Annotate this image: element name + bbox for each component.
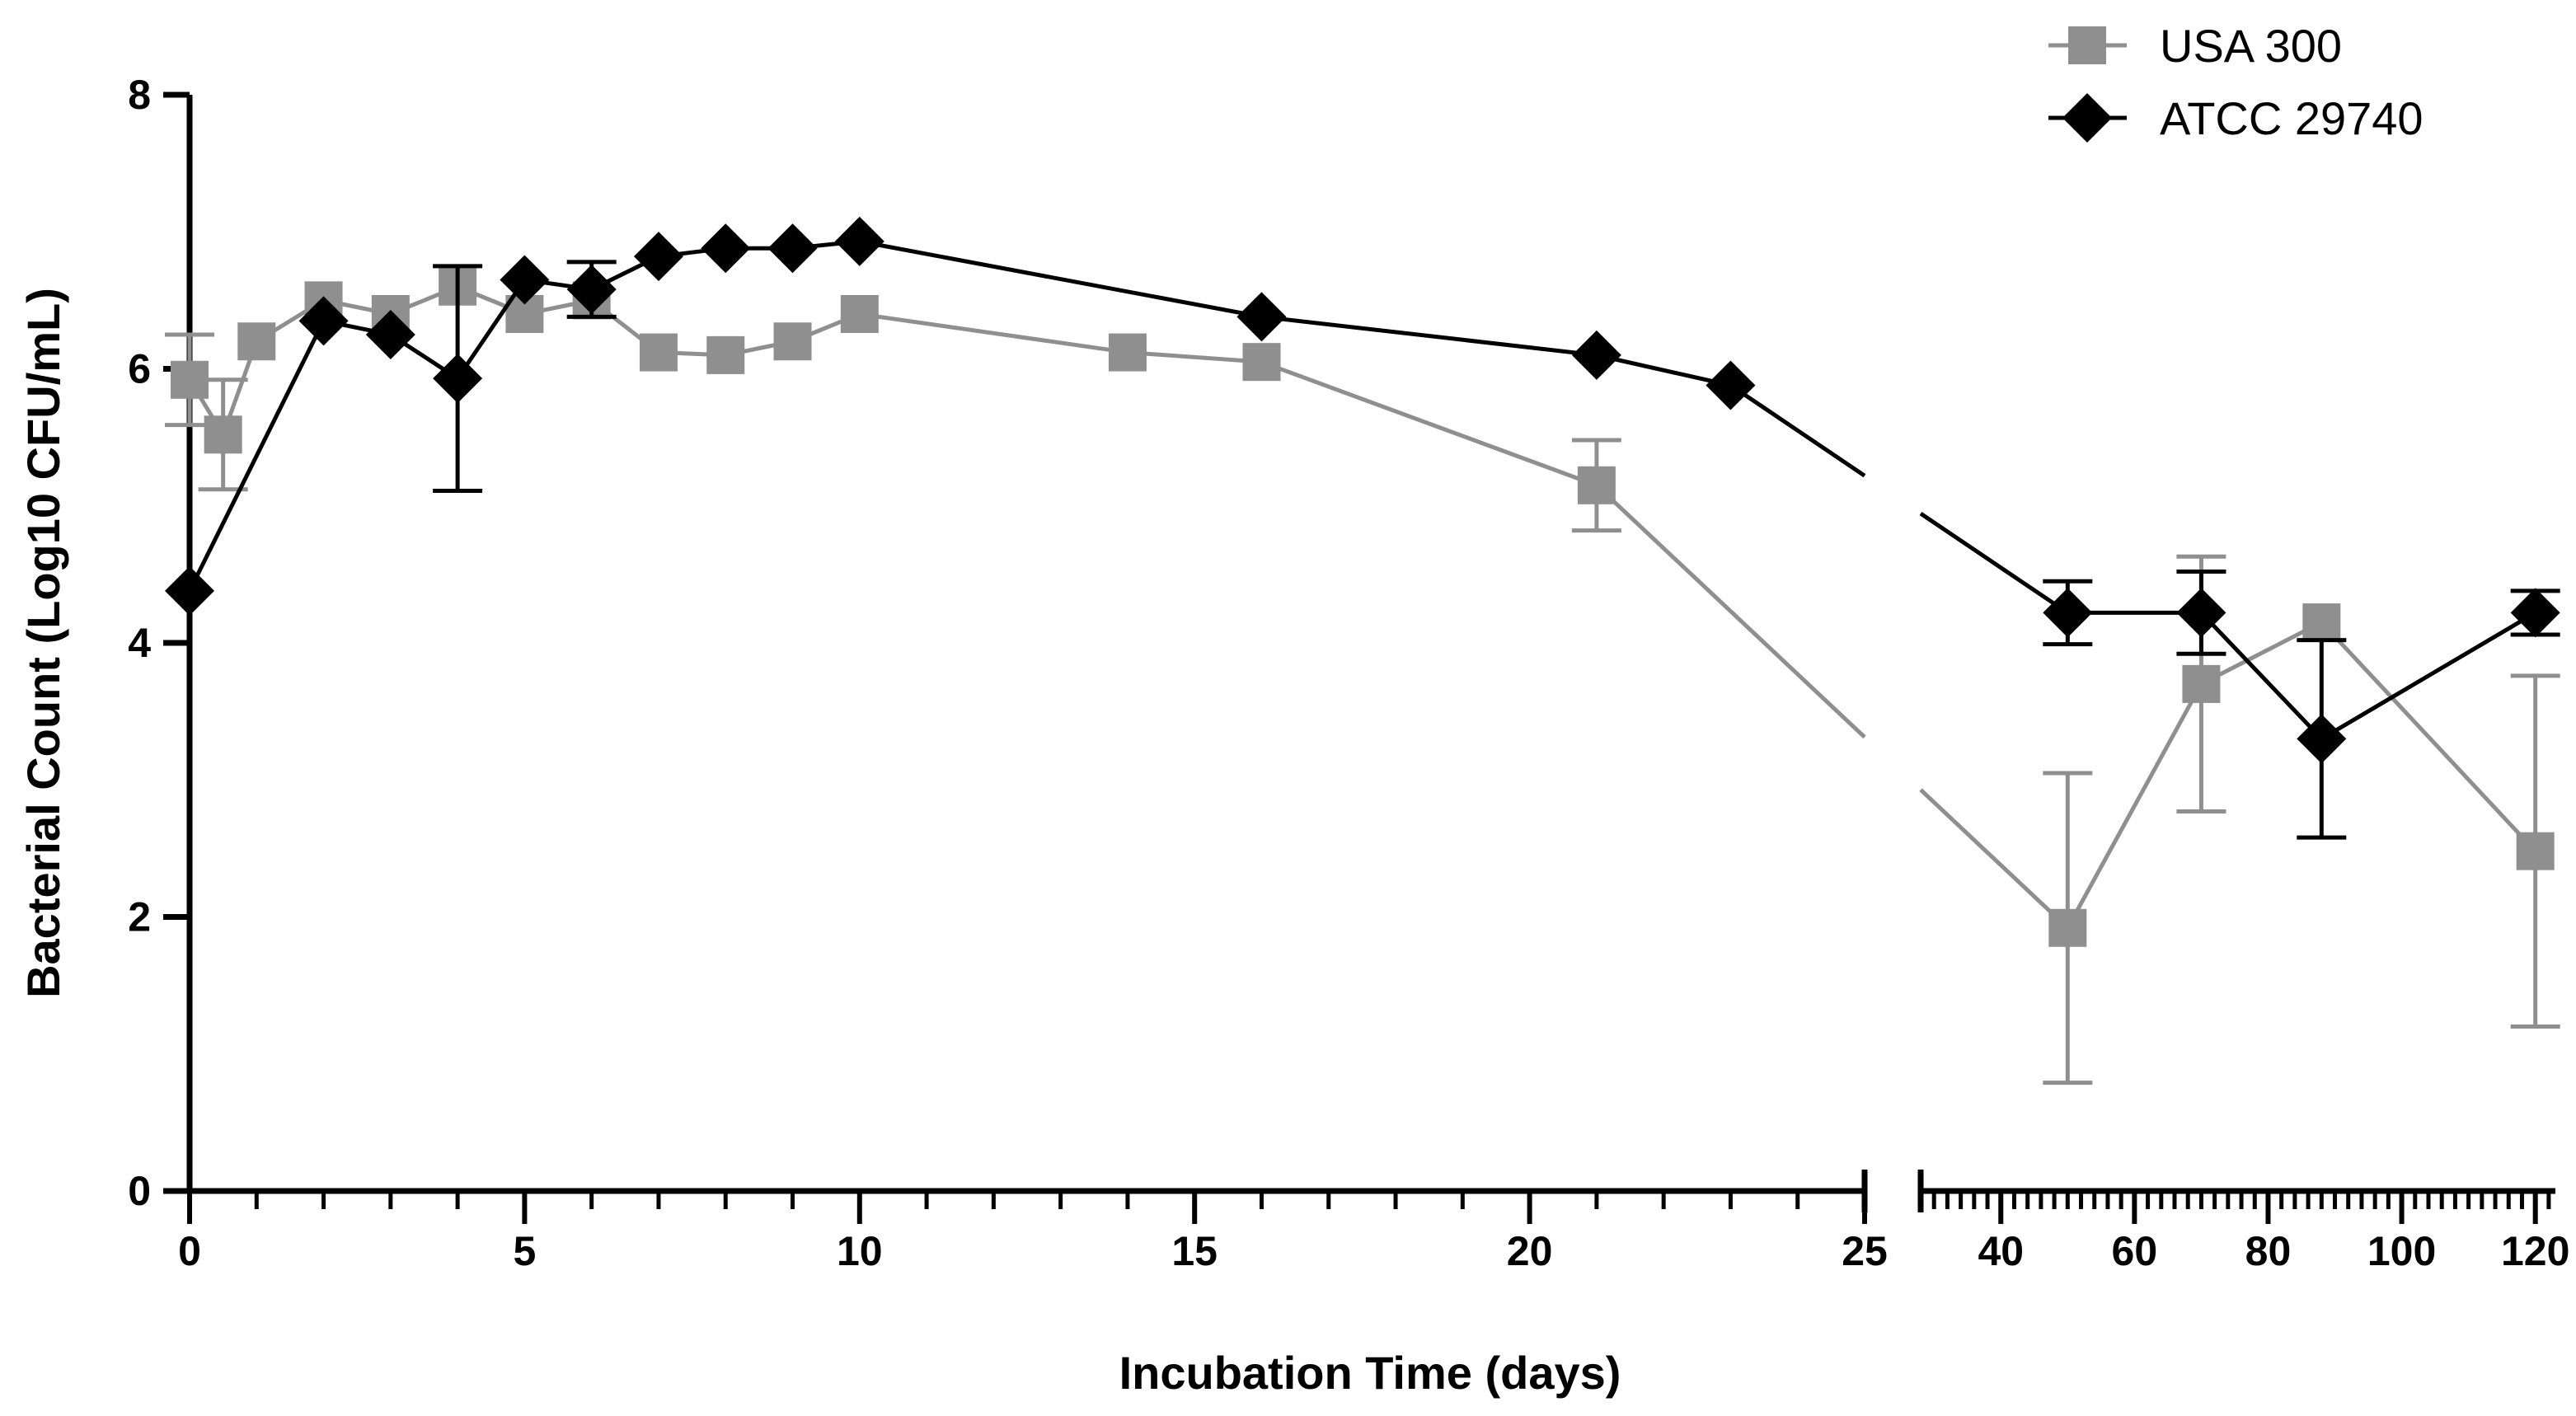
data-point (433, 354, 483, 404)
data-point (706, 335, 745, 374)
data-point (500, 255, 550, 305)
data-point (1236, 292, 1287, 342)
legend-marker (2062, 93, 2112, 143)
y-tick-label: 2 (128, 894, 151, 940)
series-line-segment (1919, 788, 2070, 930)
y-tick-label: 0 (128, 1168, 151, 1214)
data-point (1242, 343, 1281, 382)
legend-entry: USA 300 (2048, 20, 2342, 72)
x-tick-label: 80 (2245, 1228, 2292, 1274)
x-tick-label: 10 (837, 1228, 883, 1274)
data-point (566, 265, 617, 315)
series-layer (165, 216, 2560, 1085)
data-point (1706, 360, 1756, 410)
data-point (1577, 466, 1616, 504)
series-line-segment (859, 312, 1128, 355)
x-tick-label: 25 (1842, 1228, 1888, 1274)
series-line-segment (1919, 511, 2069, 615)
series-line-segment (456, 279, 527, 380)
x-axis-title: Incubation Time (days) (1119, 1347, 1621, 1399)
series-line-segment (859, 239, 1262, 319)
data-point (165, 565, 214, 616)
data-point (767, 223, 818, 274)
data-point (1571, 330, 1621, 380)
data-point (204, 415, 242, 454)
y-axis-title: Bacterial Count (Log10 CFU/mL) (17, 288, 69, 998)
data-point (171, 360, 209, 399)
data-point (633, 232, 683, 282)
data-point (639, 333, 678, 372)
series-usa-300 (165, 267, 2560, 1085)
y-tick-label: 6 (128, 346, 151, 392)
x-tick-label: 0 (178, 1228, 201, 1274)
series-line-segment (1596, 353, 1731, 387)
series-line-segment (187, 320, 326, 592)
data-point (834, 216, 884, 266)
series-line-segment (2199, 611, 2324, 741)
data-point (237, 322, 276, 361)
data-point (2182, 664, 2221, 703)
series-line-segment (1260, 359, 1598, 488)
data-point (298, 296, 349, 346)
series-atcc-29740 (165, 216, 2560, 840)
y-tick-label: 4 (128, 620, 151, 666)
legend-entry: ATCC 29740 (2048, 92, 2424, 144)
x-tick-label: 20 (1507, 1228, 1553, 1274)
legend-marker (2068, 26, 2106, 64)
series-line-segment (2066, 682, 2203, 930)
series-line-segment (1261, 314, 1598, 358)
x-tick-label: 5 (513, 1228, 536, 1274)
data-point (840, 295, 879, 333)
series-line-segment (2200, 620, 2323, 687)
data-point (2176, 588, 2226, 638)
data-point (2510, 588, 2560, 638)
series-line-segment (1729, 383, 1866, 478)
series-line-segment (2320, 611, 2536, 741)
x-tick-label: 120 (2501, 1228, 2569, 1274)
legend: USA 300 ATCC 29740 (2048, 20, 2424, 144)
x-tick-label: 40 (1978, 1228, 2024, 1274)
series-line-segment (1127, 350, 1262, 364)
x-tick-label: 15 (1171, 1228, 1218, 1274)
x-tick-label: 60 (2112, 1228, 2158, 1274)
data-point (2516, 832, 2555, 870)
data-point (2297, 714, 2347, 764)
y-tick-label: 8 (128, 72, 151, 118)
data-point (2043, 588, 2093, 638)
data-point (1108, 333, 1147, 372)
legend-label: ATCC 29740 (2160, 92, 2424, 144)
data-point (2302, 603, 2341, 642)
series-line-segment (2320, 621, 2537, 853)
data-point (2048, 908, 2087, 947)
data-point (701, 223, 751, 274)
legend-label: USA 300 (2160, 20, 2342, 72)
series-line-segment (1595, 483, 1866, 739)
x-tick-label: 100 (2367, 1228, 2436, 1274)
data-point (365, 309, 415, 359)
data-point (773, 322, 812, 361)
